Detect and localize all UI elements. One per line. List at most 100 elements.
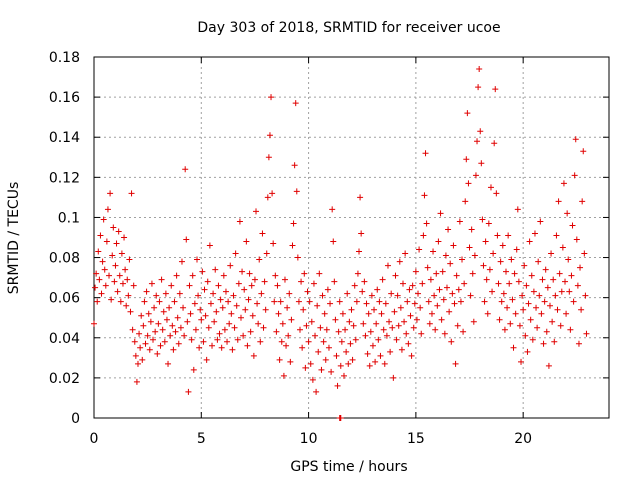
data-point [115, 228, 122, 235]
data-point [106, 272, 113, 279]
chart-title: Day 303 of 2018, SRMTID for receiver uco… [197, 20, 500, 36]
data-point [210, 290, 217, 297]
data-point [322, 356, 329, 363]
data-point [438, 316, 445, 323]
data-point [241, 286, 248, 293]
data-point [289, 242, 296, 249]
data-point [437, 210, 444, 217]
data-point [351, 282, 358, 289]
data-point [558, 288, 565, 295]
data-point [580, 148, 587, 155]
data-point [264, 194, 271, 201]
data-point [249, 312, 256, 319]
data-point [281, 276, 288, 283]
data-point [412, 268, 419, 275]
data-point [345, 360, 352, 367]
data-point [103, 238, 110, 245]
data-point [139, 356, 146, 363]
data-point [214, 336, 221, 343]
data-point [340, 372, 347, 379]
data-point [133, 378, 140, 385]
y-tick-label: 0.14 [49, 130, 80, 146]
data-point [577, 264, 584, 271]
data-point [123, 302, 130, 309]
data-point [496, 316, 503, 323]
data-point [465, 180, 472, 187]
data-point [173, 272, 180, 279]
data-point [410, 324, 417, 331]
data-point [407, 312, 414, 319]
data-point [397, 304, 404, 311]
data-point [294, 254, 301, 261]
data-point [309, 376, 316, 383]
data-point [239, 268, 246, 275]
x-tick-label: 5 [197, 431, 206, 447]
data-point [418, 330, 425, 337]
data-point [505, 232, 512, 239]
data-point [474, 138, 481, 145]
data-point [565, 256, 572, 263]
data-point [500, 290, 507, 297]
data-point [250, 352, 257, 359]
data-point [308, 318, 315, 325]
y-tick-label: 0.12 [49, 170, 80, 186]
data-point [404, 298, 411, 305]
data-point [536, 292, 543, 299]
data-point [204, 278, 211, 285]
data-point [98, 290, 105, 297]
data-point [539, 276, 546, 283]
data-point [260, 324, 267, 331]
data-point [450, 242, 457, 249]
data-point [398, 346, 405, 353]
data-point [413, 316, 420, 323]
data-point [546, 302, 553, 309]
data-point [560, 180, 567, 187]
data-point [563, 310, 570, 317]
data-point [395, 322, 402, 329]
grid-lines [94, 57, 609, 418]
data-point [97, 232, 104, 239]
data-point [486, 266, 493, 273]
data-point [423, 220, 430, 227]
data-point [348, 306, 355, 313]
data-point [273, 328, 280, 335]
data-point [581, 250, 588, 257]
data-point [110, 224, 117, 231]
data-point [136, 330, 143, 337]
data-point [119, 280, 126, 287]
data-point [510, 344, 517, 351]
data-point [180, 304, 187, 311]
data-point [263, 250, 270, 257]
data-point [118, 250, 125, 257]
data-point [230, 292, 237, 299]
data-point [504, 304, 511, 311]
data-point [490, 250, 497, 257]
data-point [301, 270, 308, 277]
data-point [535, 258, 542, 265]
data-point [167, 332, 174, 339]
data-point [95, 248, 102, 255]
data-point [188, 336, 195, 343]
data-point [424, 264, 431, 271]
data-point [366, 362, 373, 369]
data-point [448, 338, 455, 345]
data-point [293, 188, 300, 195]
data-point [427, 276, 434, 283]
data-point [483, 276, 490, 283]
data-point [327, 300, 334, 307]
y-tick-label: 0.02 [49, 371, 80, 387]
data-point [344, 290, 351, 297]
data-point [201, 286, 208, 293]
data-point [501, 326, 508, 333]
data-point [266, 132, 273, 139]
data-point [516, 322, 523, 329]
data-point [408, 352, 415, 359]
data-point [194, 256, 200, 263]
data-point [426, 320, 433, 327]
data-point [189, 272, 196, 279]
data-point [224, 338, 231, 345]
data-point [445, 226, 452, 233]
data-point [482, 238, 489, 245]
data-point [491, 140, 498, 147]
data-point [166, 304, 173, 311]
